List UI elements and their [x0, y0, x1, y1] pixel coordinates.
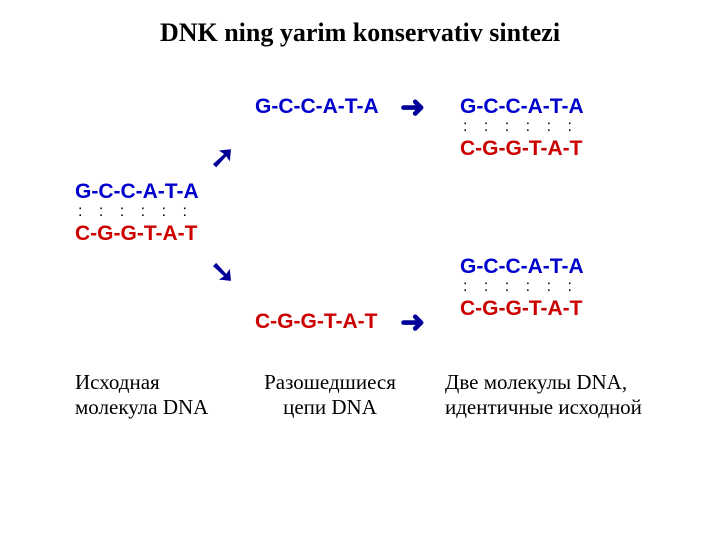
- caption-col3: Две молекулы DNA, идентичные исходной: [445, 370, 675, 420]
- caption-col3-line1: Две молекулы DNA,: [445, 370, 675, 395]
- caption-col2-line2: цепи DNA: [235, 395, 425, 420]
- sep-strand-top: G-C-C-A-T-A: [255, 95, 379, 119]
- prod1-hbonds: : : : : : :: [463, 118, 578, 136]
- prod1-strand-top: G-C-C-A-T-A: [460, 95, 584, 119]
- orig-strand-top: G-C-C-A-T-A: [75, 180, 199, 204]
- prod2-strand-bottom: C-G-G-T-A-T: [460, 297, 582, 321]
- prod2-hbonds: : : : : : :: [463, 278, 578, 296]
- caption-col3-line2: идентичные исходной: [445, 395, 675, 420]
- caption-col2: Разошедшиеся цепи DNA: [235, 370, 425, 420]
- caption-col2-line1: Разошедшиеся: [235, 370, 425, 395]
- prod2-strand-top: G-C-C-A-T-A: [460, 255, 584, 279]
- orig-strand-bottom: C-G-G-T-A-T: [75, 222, 197, 246]
- sep-strand-bottom: C-G-G-T-A-T: [255, 310, 377, 334]
- arrow-split-down-icon: ➘: [210, 255, 235, 290]
- caption-col1: Исходная молекула DNA: [75, 370, 245, 420]
- arrow-top-right-icon: ➜: [400, 90, 425, 125]
- caption-col1-line2: молекула DNA: [75, 395, 245, 420]
- orig-hbonds: : : : : : :: [78, 203, 193, 221]
- prod1-strand-bottom: C-G-G-T-A-T: [460, 137, 582, 161]
- caption-col1-line1: Исходная: [75, 370, 245, 395]
- arrow-bottom-right-icon: ➜: [400, 305, 425, 340]
- arrow-split-up-icon: ➚: [210, 140, 235, 175]
- page-title: DNK ning yarim konservativ sintezi: [0, 18, 720, 48]
